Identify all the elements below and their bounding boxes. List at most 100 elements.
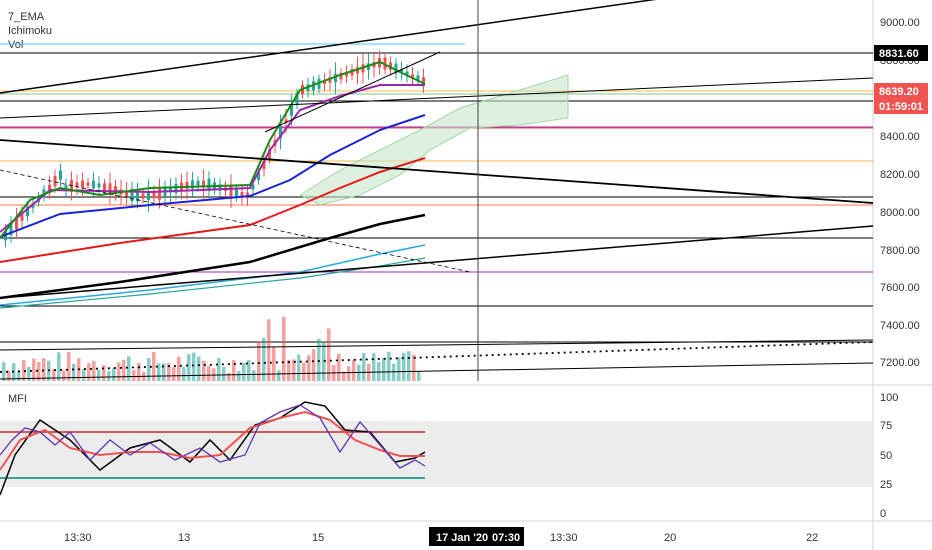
- volume-bar: [197, 356, 201, 381]
- candle-body: [53, 175, 57, 187]
- candle-body: [15, 217, 18, 230]
- volume-bar: [362, 353, 366, 381]
- mfi-line-red: [0, 410, 425, 471]
- volume-bar: [267, 319, 271, 381]
- candle-body: [389, 62, 392, 70]
- trendlines[interactable]: [0, 0, 874, 380]
- mfi-tick-label: 75: [880, 420, 892, 432]
- volume-bar: [2, 362, 6, 381]
- price-tag-label: 8639.20: [879, 86, 919, 98]
- time-tick-label: 13:30: [550, 532, 578, 544]
- crosshair-time: 07:30: [492, 532, 520, 544]
- crosshair-time-label: 17 Jan '20 07:30: [429, 527, 524, 546]
- volume-bar: [322, 341, 326, 381]
- volume-bar: [297, 354, 301, 381]
- candle-body: [202, 180, 205, 188]
- candle-body: [284, 119, 288, 123]
- volume-bar: [247, 360, 251, 381]
- volume-bar: [157, 363, 161, 381]
- volume-bar: [412, 354, 416, 381]
- volume-bar: [82, 369, 86, 381]
- trendline: [264, 51, 441, 133]
- time-tick-label: 13: [178, 532, 190, 544]
- volume-bar: [257, 341, 261, 381]
- volume-bar: [377, 362, 381, 381]
- candle-body: [185, 181, 189, 189]
- mfi-line-purple: [0, 404, 426, 469]
- candle-body: [394, 63, 398, 74]
- candle-body: [20, 214, 24, 221]
- volume-bar: [127, 356, 131, 381]
- crosshair-time-bg: [429, 527, 524, 546]
- price-tick-label: 7600.00: [880, 282, 920, 294]
- candle-body: [86, 182, 90, 186]
- candle-body: [268, 149, 271, 159]
- ema-lines: [0, 60, 426, 309]
- volume-bar: [217, 357, 221, 381]
- candle-body: [75, 182, 79, 188]
- volume-bar: [392, 363, 396, 381]
- price-tag-bg: [874, 45, 928, 61]
- volume-bar: [337, 353, 341, 381]
- candle-body: [400, 68, 403, 74]
- price-tag-bg: [874, 98, 928, 114]
- candle-body: [279, 125, 282, 139]
- volume-bar: [232, 360, 236, 381]
- volume-bar: [22, 360, 26, 381]
- candle-body: [136, 190, 139, 202]
- mfi-tick-label: 25: [880, 479, 892, 491]
- price-tick-label: 8000.00: [880, 207, 920, 219]
- volume-bar: [417, 371, 421, 381]
- volume-bars: [2, 316, 421, 381]
- volume-bar: [167, 363, 171, 381]
- volume-bar: [402, 352, 406, 381]
- volume-bar: [372, 353, 376, 381]
- candle-body: [405, 71, 409, 76]
- candle-body: [262, 161, 266, 169]
- candle-body: [345, 72, 348, 77]
- volume-bar: [307, 355, 311, 381]
- price-tick-label: 9000.00: [880, 17, 920, 29]
- trendline: [0, 362, 874, 380]
- mfi-line-black: [0, 401, 426, 496]
- candle-body: [174, 183, 178, 193]
- ema-indicator-label[interactable]: 7_EMA: [8, 11, 45, 23]
- volume-bar: [87, 363, 91, 381]
- volume-bar: [162, 363, 166, 381]
- candle-body: [218, 184, 222, 191]
- price-tick-label: 8400.00: [880, 131, 920, 143]
- candle-body: [235, 188, 238, 198]
- mfi-indicator-label[interactable]: MFI: [8, 393, 27, 405]
- time-tick-label: 22: [806, 532, 818, 544]
- price-tag-bg: [874, 83, 928, 99]
- volume-bar: [312, 349, 316, 381]
- volume-bar: [152, 351, 156, 381]
- volume-bar: [37, 362, 41, 381]
- candle-body: [147, 191, 150, 201]
- volume-bar: [132, 370, 136, 381]
- volume-bar: [397, 357, 401, 381]
- volume-bar: [342, 371, 346, 381]
- time-axis[interactable]: 13:30 13 15 13:30 20 22: [64, 532, 818, 544]
- volume-bar: [187, 354, 191, 381]
- volume-bar: [207, 365, 211, 381]
- candle-body: [328, 77, 332, 83]
- mfi-axis[interactable]: 100 75 50 25 0: [880, 392, 898, 520]
- volume-bar: [252, 370, 256, 381]
- price-tag-label: 01:59:01: [879, 101, 923, 113]
- ichimoku-indicator-label[interactable]: Ichimoku: [8, 25, 53, 37]
- candle-body: [290, 104, 293, 116]
- volume-indicator-label[interactable]: Vol: [8, 39, 24, 51]
- ema-line: [0, 157, 426, 263]
- volume-bar: [182, 367, 186, 381]
- trendline: [0, 225, 874, 299]
- price-axis[interactable]: 9000.008800.008600.008400.008200.008000.…: [874, 17, 928, 369]
- candle-body: [81, 180, 84, 188]
- volume-bar: [62, 370, 66, 381]
- trendline: [0, 77, 874, 119]
- volume-bar: [382, 358, 386, 381]
- volume-bar: [137, 363, 141, 381]
- candle-body: [9, 224, 13, 235]
- candle-body: [141, 193, 145, 199]
